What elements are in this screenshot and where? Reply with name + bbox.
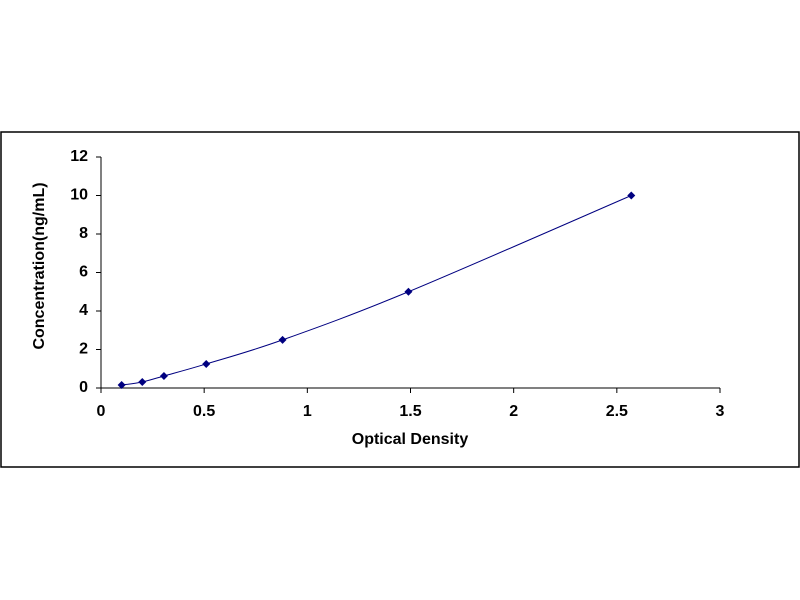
- x-tick-label: 2.5: [606, 403, 628, 420]
- y-axis-title: Concentration(ng/mL): [31, 182, 48, 349]
- data-point: [202, 359, 211, 368]
- x-tick-label: 3: [716, 403, 725, 420]
- x-tick-label: 0: [97, 403, 106, 420]
- y-tick-label: 0: [79, 379, 88, 396]
- data-point: [138, 377, 147, 386]
- data-point: [404, 287, 413, 296]
- data-point: [117, 380, 126, 389]
- x-tick-label: 1: [303, 403, 312, 420]
- data-point: [278, 335, 287, 344]
- x-axis-title: Optical Density: [352, 431, 469, 448]
- data-point: [627, 191, 636, 200]
- x-tick-label: 1.5: [399, 403, 421, 420]
- chart-frame: [0, 131, 800, 468]
- y-tick-label: 10: [70, 187, 88, 204]
- y-tick-label: 8: [79, 225, 88, 242]
- x-tick-label: 2: [509, 403, 518, 420]
- y-tick-label: 12: [70, 148, 88, 165]
- x-tick-label: 0.5: [193, 403, 215, 420]
- y-tick-label: 2: [79, 341, 88, 358]
- data-point: [159, 371, 168, 380]
- y-tick-label: 6: [79, 264, 88, 281]
- y-tick-label: 4: [79, 302, 88, 319]
